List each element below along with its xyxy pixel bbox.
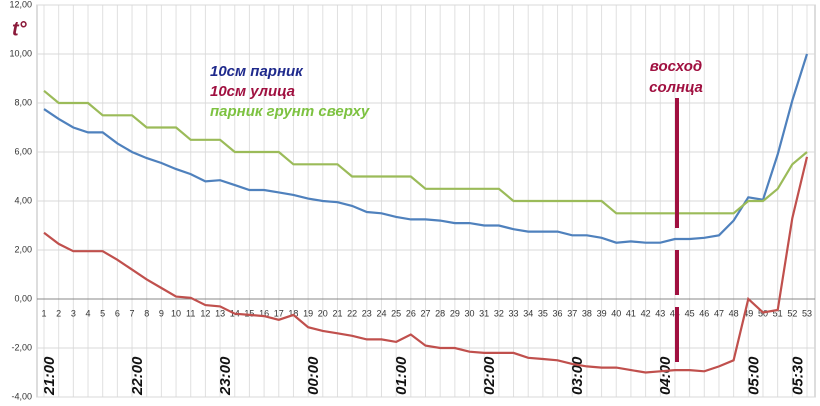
x-tick-label: 27 bbox=[420, 308, 430, 318]
y-tick-label: 6,00 bbox=[14, 146, 32, 156]
x-tick-label: 31 bbox=[479, 308, 489, 318]
x-tick-label: 18 bbox=[288, 308, 298, 318]
y-tick-label: 0,00 bbox=[14, 293, 32, 303]
x-time-label: 05:00 bbox=[745, 356, 762, 395]
x-tick-label: 7 bbox=[130, 308, 135, 318]
x-time-label: 04:00 bbox=[657, 356, 674, 395]
x-tick-label: 40 bbox=[611, 308, 621, 318]
x-tick-label: 39 bbox=[597, 308, 607, 318]
y-tick-label: -2,00 bbox=[11, 342, 32, 352]
x-tick-label: 9 bbox=[159, 308, 164, 318]
legend-label: парник грунт сверху bbox=[210, 103, 370, 120]
x-tick-label: 53 bbox=[802, 308, 812, 318]
x-tick-label: 26 bbox=[406, 308, 416, 318]
x-tick-label: 19 bbox=[303, 308, 313, 318]
x-tick-label: 16 bbox=[259, 308, 269, 318]
x-tick-label: 36 bbox=[553, 308, 563, 318]
x-tick-label: 2 bbox=[56, 308, 61, 318]
y-tick-label: 8,00 bbox=[14, 97, 32, 107]
x-time-label: 23:00 bbox=[217, 356, 234, 396]
x-tick-label: 21 bbox=[332, 308, 342, 318]
x-tick-label: 32 bbox=[494, 308, 504, 318]
x-tick-label: 12 bbox=[200, 308, 210, 318]
x-tick-label: 20 bbox=[318, 308, 328, 318]
x-time-label: 05:30 bbox=[789, 356, 806, 395]
annotation: солнца bbox=[649, 79, 703, 96]
x-tick-label: 48 bbox=[729, 308, 739, 318]
x-tick-label: 52 bbox=[787, 308, 797, 318]
x-tick-label: 17 bbox=[274, 308, 284, 318]
x-time-label: 02:00 bbox=[481, 356, 498, 395]
x-tick-label: 10 bbox=[171, 308, 181, 318]
x-tick-label: 1 bbox=[41, 308, 46, 318]
series-line bbox=[43, 53, 809, 244]
y-axis-title: t° bbox=[12, 18, 28, 40]
x-tick-label: 13 bbox=[215, 308, 225, 318]
x-tick-label: 23 bbox=[362, 308, 372, 318]
x-tick-label: 46 bbox=[699, 308, 709, 318]
x-time-label: 01:00 bbox=[393, 356, 410, 395]
x-tick-label: 6 bbox=[115, 308, 120, 318]
annotation: восход bbox=[650, 58, 702, 75]
x-time-label: 22:00 bbox=[129, 356, 146, 396]
x-tick-label: 47 bbox=[714, 308, 724, 318]
x-tick-label: 42 bbox=[641, 308, 651, 318]
x-time-label: 21:00 bbox=[41, 356, 58, 396]
y-tick-label: 2,00 bbox=[14, 244, 32, 254]
x-tick-label: 11 bbox=[186, 308, 195, 318]
x-tick-label: 3 bbox=[71, 308, 76, 318]
x-tick-label: 24 bbox=[376, 308, 386, 318]
series-line bbox=[43, 156, 809, 374]
x-tick-label: 22 bbox=[347, 308, 357, 318]
x-tick-label: 8 bbox=[144, 308, 149, 318]
x-time-label: 00:00 bbox=[305, 356, 322, 395]
x-time-label: 03:00 bbox=[569, 356, 586, 395]
x-tick-label: 45 bbox=[685, 308, 695, 318]
y-tick-label: 4,00 bbox=[14, 195, 32, 205]
x-tick-label: 25 bbox=[391, 308, 401, 318]
x-tick-label: 4 bbox=[86, 308, 91, 318]
x-tick-label: 43 bbox=[655, 308, 665, 318]
legend-label: 10см парник bbox=[210, 63, 304, 80]
series-line bbox=[43, 89, 808, 215]
x-tick-label: 35 bbox=[538, 308, 548, 318]
x-tick-label: 51 bbox=[773, 308, 783, 318]
legend-label: 10см улица bbox=[210, 83, 295, 100]
x-tick-label: 29 bbox=[450, 308, 460, 318]
y-tick-label: 12,00 bbox=[9, 0, 32, 9]
x-tick-label: 33 bbox=[509, 308, 519, 318]
y-tick-label: -4,00 bbox=[11, 391, 32, 401]
x-tick-label: 41 bbox=[626, 308, 636, 318]
x-tick-label: 28 bbox=[435, 308, 445, 318]
x-tick-label: 37 bbox=[567, 308, 577, 318]
x-tick-label: 44 bbox=[670, 308, 680, 318]
x-tick-label: 49 bbox=[743, 308, 753, 318]
x-tick-label: 34 bbox=[523, 308, 533, 318]
x-tick-label: 30 bbox=[465, 308, 475, 318]
y-tick-label: 10,00 bbox=[9, 48, 32, 58]
x-tick-label: 15 bbox=[244, 308, 254, 318]
x-tick-label: 38 bbox=[582, 308, 592, 318]
x-tick-label: 5 bbox=[100, 308, 105, 318]
